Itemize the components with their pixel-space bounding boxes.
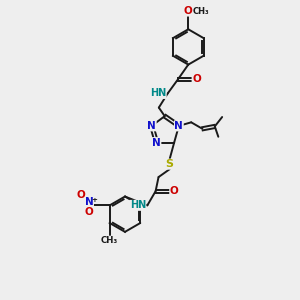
- Text: N: N: [147, 121, 156, 131]
- Text: O: O: [77, 190, 85, 200]
- Text: O: O: [192, 74, 201, 84]
- Text: CH₃: CH₃: [101, 236, 118, 244]
- Text: N: N: [152, 138, 161, 148]
- Text: CH₃: CH₃: [193, 7, 209, 16]
- Text: O: O: [170, 186, 178, 196]
- Text: S: S: [166, 159, 174, 169]
- Text: O: O: [184, 6, 193, 16]
- Text: O: O: [85, 207, 93, 217]
- Text: +: +: [91, 197, 97, 203]
- Text: HN: HN: [150, 88, 166, 98]
- Text: N: N: [85, 197, 93, 207]
- Text: HN: HN: [130, 200, 146, 210]
- Text: N: N: [175, 121, 183, 131]
